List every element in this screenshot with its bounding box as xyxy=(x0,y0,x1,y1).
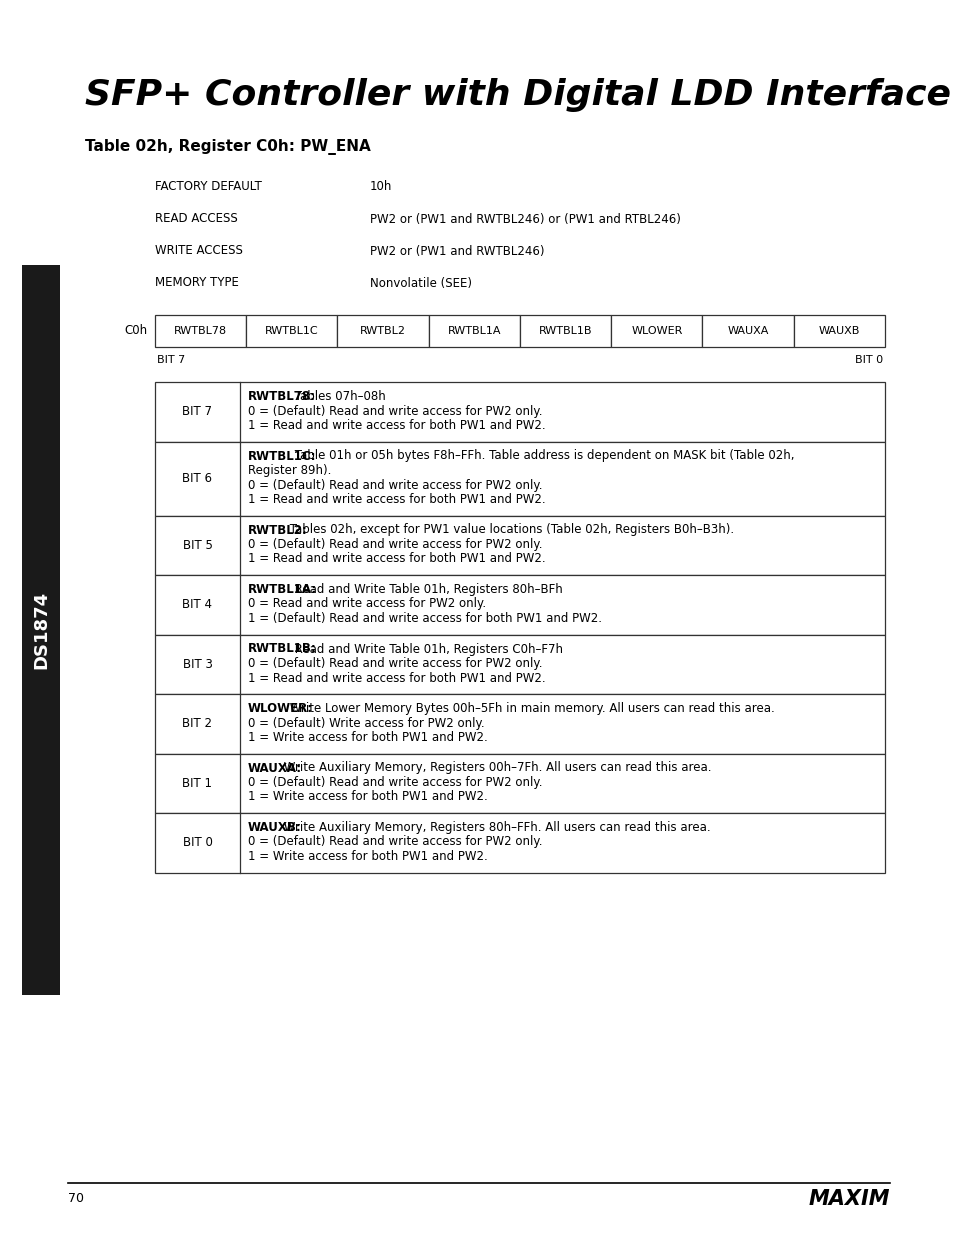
Text: RWTBL2: RWTBL2 xyxy=(359,326,406,336)
Text: Table 01h or 05h bytes F8h–FFh. Table address is dependent on MASK bit (Table 02: Table 01h or 05h bytes F8h–FFh. Table ad… xyxy=(291,450,794,462)
Bar xyxy=(154,635,884,694)
Text: BIT 2: BIT 2 xyxy=(182,718,213,730)
Text: PW2 or (PW1 and RWTBL246) or (PW1 and RTBL246): PW2 or (PW1 and RWTBL246) or (PW1 and RT… xyxy=(370,212,680,226)
Bar xyxy=(154,813,884,872)
Text: 0 = (Default) Read and write access for PW2 only.: 0 = (Default) Read and write access for … xyxy=(248,538,542,551)
Text: Read and Write Table 01h, Registers C0h–F7h: Read and Write Table 01h, Registers C0h–… xyxy=(291,642,562,656)
Text: MAXIM: MAXIM xyxy=(807,1189,889,1209)
Text: MEMORY TYPE: MEMORY TYPE xyxy=(154,277,238,289)
Text: Tables 02h, except for PW1 value locations (Table 02h, Registers B0h–B3h).: Tables 02h, except for PW1 value locatio… xyxy=(286,524,733,536)
Text: WLOWER: WLOWER xyxy=(631,326,681,336)
Text: BIT 0: BIT 0 xyxy=(182,836,213,850)
Text: BIT 1: BIT 1 xyxy=(182,777,213,789)
Text: Register 89h).: Register 89h). xyxy=(248,464,331,477)
Bar xyxy=(337,315,428,347)
Text: WAUXB:: WAUXB: xyxy=(248,821,301,834)
Text: RWTBL78: RWTBL78 xyxy=(173,326,227,336)
Text: READ ACCESS: READ ACCESS xyxy=(154,212,237,226)
Bar xyxy=(428,315,519,347)
Text: RWTBL1B:: RWTBL1B: xyxy=(248,642,316,656)
Text: 0 = (Default) Read and write access for PW2 only.: 0 = (Default) Read and write access for … xyxy=(248,405,542,417)
Text: 1 = (Default) Read and write access for both PW1 and PW2.: 1 = (Default) Read and write access for … xyxy=(248,613,601,625)
Text: BIT 4: BIT 4 xyxy=(182,598,213,611)
Bar xyxy=(246,315,337,347)
Text: 1 = Read and write access for both PW1 and PW2.: 1 = Read and write access for both PW1 a… xyxy=(248,552,545,566)
Text: 0 = Read and write access for PW2 only.: 0 = Read and write access for PW2 only. xyxy=(248,598,486,610)
Text: 0 = (Default) Read and write access for PW2 only.: 0 = (Default) Read and write access for … xyxy=(248,776,542,789)
Text: FACTORY DEFAULT: FACTORY DEFAULT xyxy=(154,180,262,194)
Text: BIT 3: BIT 3 xyxy=(182,658,213,671)
Text: 0 = (Default) Read and write access for PW2 only.: 0 = (Default) Read and write access for … xyxy=(248,478,542,492)
Text: Tables 07h–08h: Tables 07h–08h xyxy=(291,390,386,403)
Bar xyxy=(611,315,701,347)
Bar xyxy=(519,315,611,347)
Bar xyxy=(154,694,884,753)
Text: WAUXA: WAUXA xyxy=(727,326,768,336)
Text: 0 = (Default) Write access for PW2 only.: 0 = (Default) Write access for PW2 only. xyxy=(248,716,484,730)
Text: RWTBL1A: RWTBL1A xyxy=(447,326,500,336)
Text: 0 = (Default) Read and write access for PW2 only.: 0 = (Default) Read and write access for … xyxy=(248,657,542,671)
Text: RWTBL1C: RWTBL1C xyxy=(265,326,318,336)
Text: 1 = Read and write access for both PW1 and PW2.: 1 = Read and write access for both PW1 a… xyxy=(248,419,545,432)
Text: WRITE ACCESS: WRITE ACCESS xyxy=(154,245,243,258)
Text: WAUXB: WAUXB xyxy=(818,326,860,336)
Text: PW2 or (PW1 and RWTBL246): PW2 or (PW1 and RWTBL246) xyxy=(370,245,544,258)
Text: 1 = Read and write access for both PW1 and PW2.: 1 = Read and write access for both PW1 a… xyxy=(248,493,545,506)
Text: 1 = Read and write access for both PW1 and PW2.: 1 = Read and write access for both PW1 a… xyxy=(248,672,545,684)
Text: Table 02h, Register C0h: PW_ENA: Table 02h, Register C0h: PW_ENA xyxy=(85,140,371,156)
Text: RWTBL78:: RWTBL78: xyxy=(248,390,315,403)
Text: BIT 7: BIT 7 xyxy=(182,405,213,419)
Text: RWTBL1C:: RWTBL1C: xyxy=(248,450,316,462)
Text: Write Lower Memory Bytes 00h–5Fh in main memory. All users can read this area.: Write Lower Memory Bytes 00h–5Fh in main… xyxy=(286,701,774,715)
Text: WAUXA:: WAUXA: xyxy=(248,762,302,774)
Text: Nonvolatile (SEE): Nonvolatile (SEE) xyxy=(370,277,472,289)
Text: RWTBL1B: RWTBL1B xyxy=(538,326,592,336)
Text: BIT 0: BIT 0 xyxy=(854,354,882,366)
Bar xyxy=(154,576,884,635)
Text: SFP+ Controller with Digital LDD Interface: SFP+ Controller with Digital LDD Interfa… xyxy=(85,78,950,112)
Bar xyxy=(154,515,884,576)
Text: 1 = Write access for both PW1 and PW2.: 1 = Write access for both PW1 and PW2. xyxy=(248,731,487,743)
Text: C0h: C0h xyxy=(124,325,148,337)
Text: RWTBL2:: RWTBL2: xyxy=(248,524,308,536)
Text: Write Auxiliary Memory, Registers 80h–FFh. All users can read this area.: Write Auxiliary Memory, Registers 80h–FF… xyxy=(280,821,710,834)
Text: 0 = (Default) Read and write access for PW2 only.: 0 = (Default) Read and write access for … xyxy=(248,836,542,848)
Bar xyxy=(22,266,60,995)
Bar xyxy=(154,753,884,813)
Text: Read and Write Table 01h, Registers 80h–BFh: Read and Write Table 01h, Registers 80h–… xyxy=(291,583,562,597)
Text: 10h: 10h xyxy=(370,180,392,194)
Text: RWTBL1A:: RWTBL1A: xyxy=(248,583,316,597)
Text: 70: 70 xyxy=(68,1193,84,1205)
Bar xyxy=(154,315,246,347)
Text: WLOWER:: WLOWER: xyxy=(248,701,313,715)
Text: DS1874: DS1874 xyxy=(32,590,50,669)
Text: BIT 5: BIT 5 xyxy=(182,538,213,552)
Text: 1 = Write access for both PW1 and PW2.: 1 = Write access for both PW1 and PW2. xyxy=(248,790,487,804)
Text: BIT 7: BIT 7 xyxy=(157,354,185,366)
Text: BIT 6: BIT 6 xyxy=(182,472,213,485)
Bar xyxy=(154,441,884,515)
Text: 1 = Write access for both PW1 and PW2.: 1 = Write access for both PW1 and PW2. xyxy=(248,850,487,863)
Bar xyxy=(154,382,884,441)
Bar xyxy=(701,315,793,347)
Bar xyxy=(793,315,884,347)
Text: Write Auxiliary Memory, Registers 00h–7Fh. All users can read this area.: Write Auxiliary Memory, Registers 00h–7F… xyxy=(280,762,711,774)
